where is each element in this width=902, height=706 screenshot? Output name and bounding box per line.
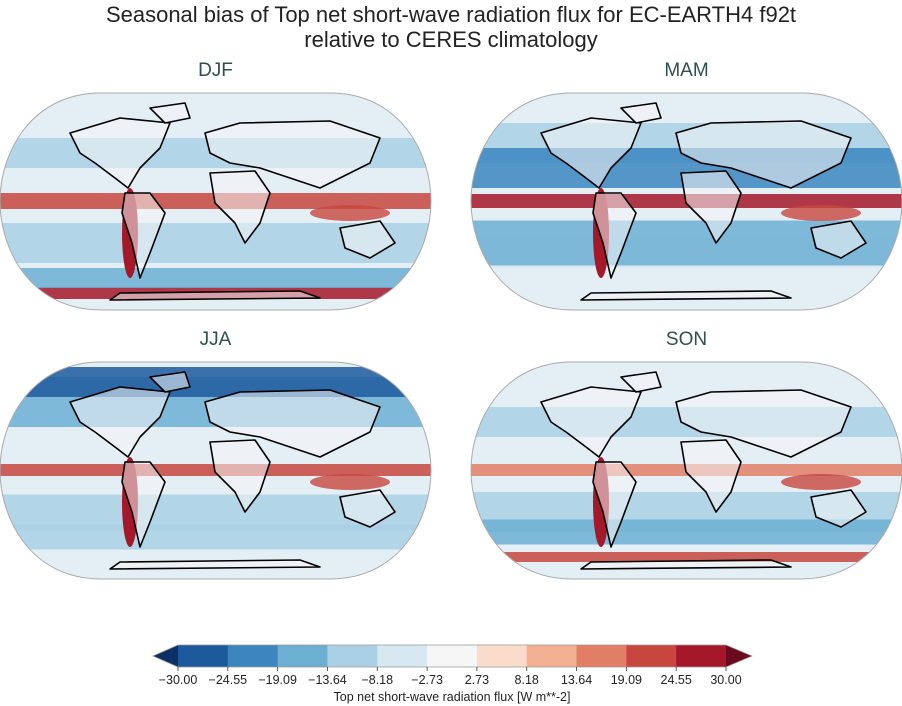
coastline	[109, 559, 321, 570]
coastline	[69, 117, 171, 189]
colorbar-tick-label: 8.18	[515, 673, 539, 687]
colorbar-tick-label: −24.55	[209, 673, 248, 687]
colorbar-bin	[327, 645, 378, 667]
bias-band	[471, 552, 902, 562]
coastline	[675, 389, 852, 458]
coastline	[580, 559, 792, 570]
coastline	[121, 192, 166, 279]
colorbar-under-triangle	[153, 645, 178, 667]
colorbar-bin	[676, 645, 727, 667]
bias-region	[310, 205, 390, 221]
coastline	[339, 489, 396, 528]
coastline	[109, 290, 321, 301]
colorbar-tick-label: 19.09	[611, 673, 642, 687]
map-panel-son	[470, 361, 902, 580]
coastline	[680, 170, 742, 244]
colorbar-bin	[526, 645, 578, 667]
coastline	[680, 439, 742, 513]
bias-region	[781, 474, 861, 490]
colorbar-bin	[427, 645, 478, 667]
coastline	[620, 371, 662, 393]
bias-band	[0, 367, 431, 397]
map-boundary	[0, 92, 432, 311]
bias-region	[781, 205, 861, 221]
colorbar-tick-label: −2.73	[411, 673, 443, 687]
map-boundary	[470, 92, 902, 311]
colorbar-bin	[626, 645, 677, 667]
bias-region	[310, 474, 390, 490]
coastline	[121, 461, 166, 548]
bias-band	[471, 519, 902, 545]
coastline	[580, 290, 792, 301]
colorbar-tick-label: 24.55	[661, 673, 692, 687]
colorbar-label: Top net short-wave radiation flux [W m**…	[334, 690, 571, 704]
coastline	[204, 389, 381, 458]
colorbar-bin	[476, 645, 528, 667]
colorbar-bin	[178, 645, 229, 667]
panel-title-jja: JJA	[199, 329, 232, 350]
coastline	[204, 120, 381, 189]
coastline	[592, 192, 637, 279]
coastline	[209, 170, 271, 244]
coastline	[540, 386, 642, 458]
colorbar-bin	[377, 645, 428, 667]
colorbar-tick-label: −8.18	[361, 673, 393, 687]
map-panel-djf	[0, 92, 432, 311]
coastline	[540, 117, 642, 189]
coastline	[675, 120, 852, 189]
colorbar-tick-label: −19.09	[258, 673, 297, 687]
colorbar-tick-label: −30.00	[159, 673, 198, 687]
coastline	[810, 220, 867, 259]
colorbar-bin	[227, 645, 279, 667]
colorbar-bin	[576, 645, 627, 667]
colorbar-bin	[277, 645, 328, 667]
colorbar-tick-label: 2.73	[465, 673, 489, 687]
coastline	[209, 439, 271, 513]
bias-band	[0, 524, 431, 550]
map-boundary	[0, 361, 432, 580]
coastline	[339, 220, 396, 259]
coastline	[810, 489, 867, 528]
coastline	[592, 461, 637, 548]
panel-title-mam: MAM	[664, 60, 709, 81]
coastline	[149, 102, 191, 124]
map-boundary	[470, 361, 902, 580]
coastline	[620, 102, 662, 124]
panel-title-djf: DJF	[198, 60, 233, 81]
figure-title-line2: relative to CERES climatology	[304, 27, 598, 52]
map-panel-mam	[470, 92, 902, 311]
coastline	[149, 371, 191, 393]
colorbar-tick-label: 30.00	[710, 673, 741, 687]
colorbar-over-triangle	[726, 645, 752, 667]
colorbar-tick-label: 13.64	[561, 673, 592, 687]
coastline	[69, 386, 171, 458]
panel-title-son: SON	[665, 329, 708, 350]
map-panel-jja	[0, 361, 432, 580]
colorbar-tick-label: −13.64	[308, 673, 347, 687]
bias-band	[0, 268, 431, 288]
figure-title-line1: Seasonal bias of Top net short-wave radi…	[105, 2, 797, 27]
